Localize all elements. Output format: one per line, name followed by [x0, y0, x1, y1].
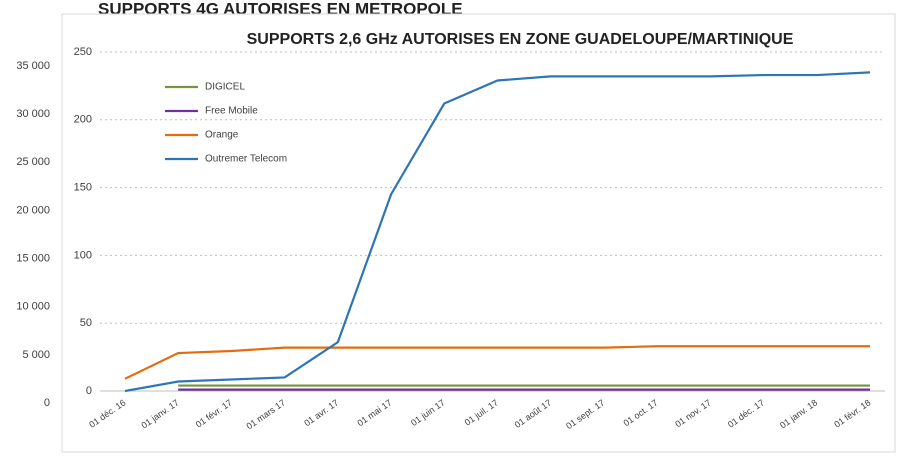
y-tick-label: 20 000: [16, 204, 50, 216]
y-tick-label: 250: [74, 46, 92, 58]
series-line: [124, 345, 870, 380]
y-tick-label: 150: [74, 182, 92, 194]
series-line: [124, 71, 871, 393]
y-tick-label: 10 000: [16, 301, 50, 313]
legend-label: Free Mobile: [205, 106, 258, 117]
chart-title: SUPPORTS 2,6 GHz AUTORISES EN ZONE GUADE…: [247, 31, 794, 48]
y-tick-label: 100: [74, 249, 92, 261]
legend-label: DIGICEL: [205, 82, 245, 93]
y-tick-label: 50: [80, 317, 92, 329]
legend-label: Orange: [205, 130, 239, 141]
legend-label: Outremer Telecom: [205, 154, 287, 165]
background-axis: 0 5 000 10 000 15 000 20 000 25 000 30 000 35 0…: [16, 60, 50, 409]
y-tick-label: 0: [44, 397, 50, 409]
chart-box: [61, 13, 896, 453]
y-tick-label: 15 000: [16, 252, 50, 264]
y-tick-label: 30 000: [16, 108, 50, 120]
y-tick-label: 0: [86, 385, 92, 397]
y-tick-label: 35 000: [16, 60, 50, 72]
y-tick-label: 200: [74, 114, 92, 126]
y-tick-label: 5 000: [22, 349, 50, 361]
y-tick-label: 25 000: [16, 156, 50, 168]
